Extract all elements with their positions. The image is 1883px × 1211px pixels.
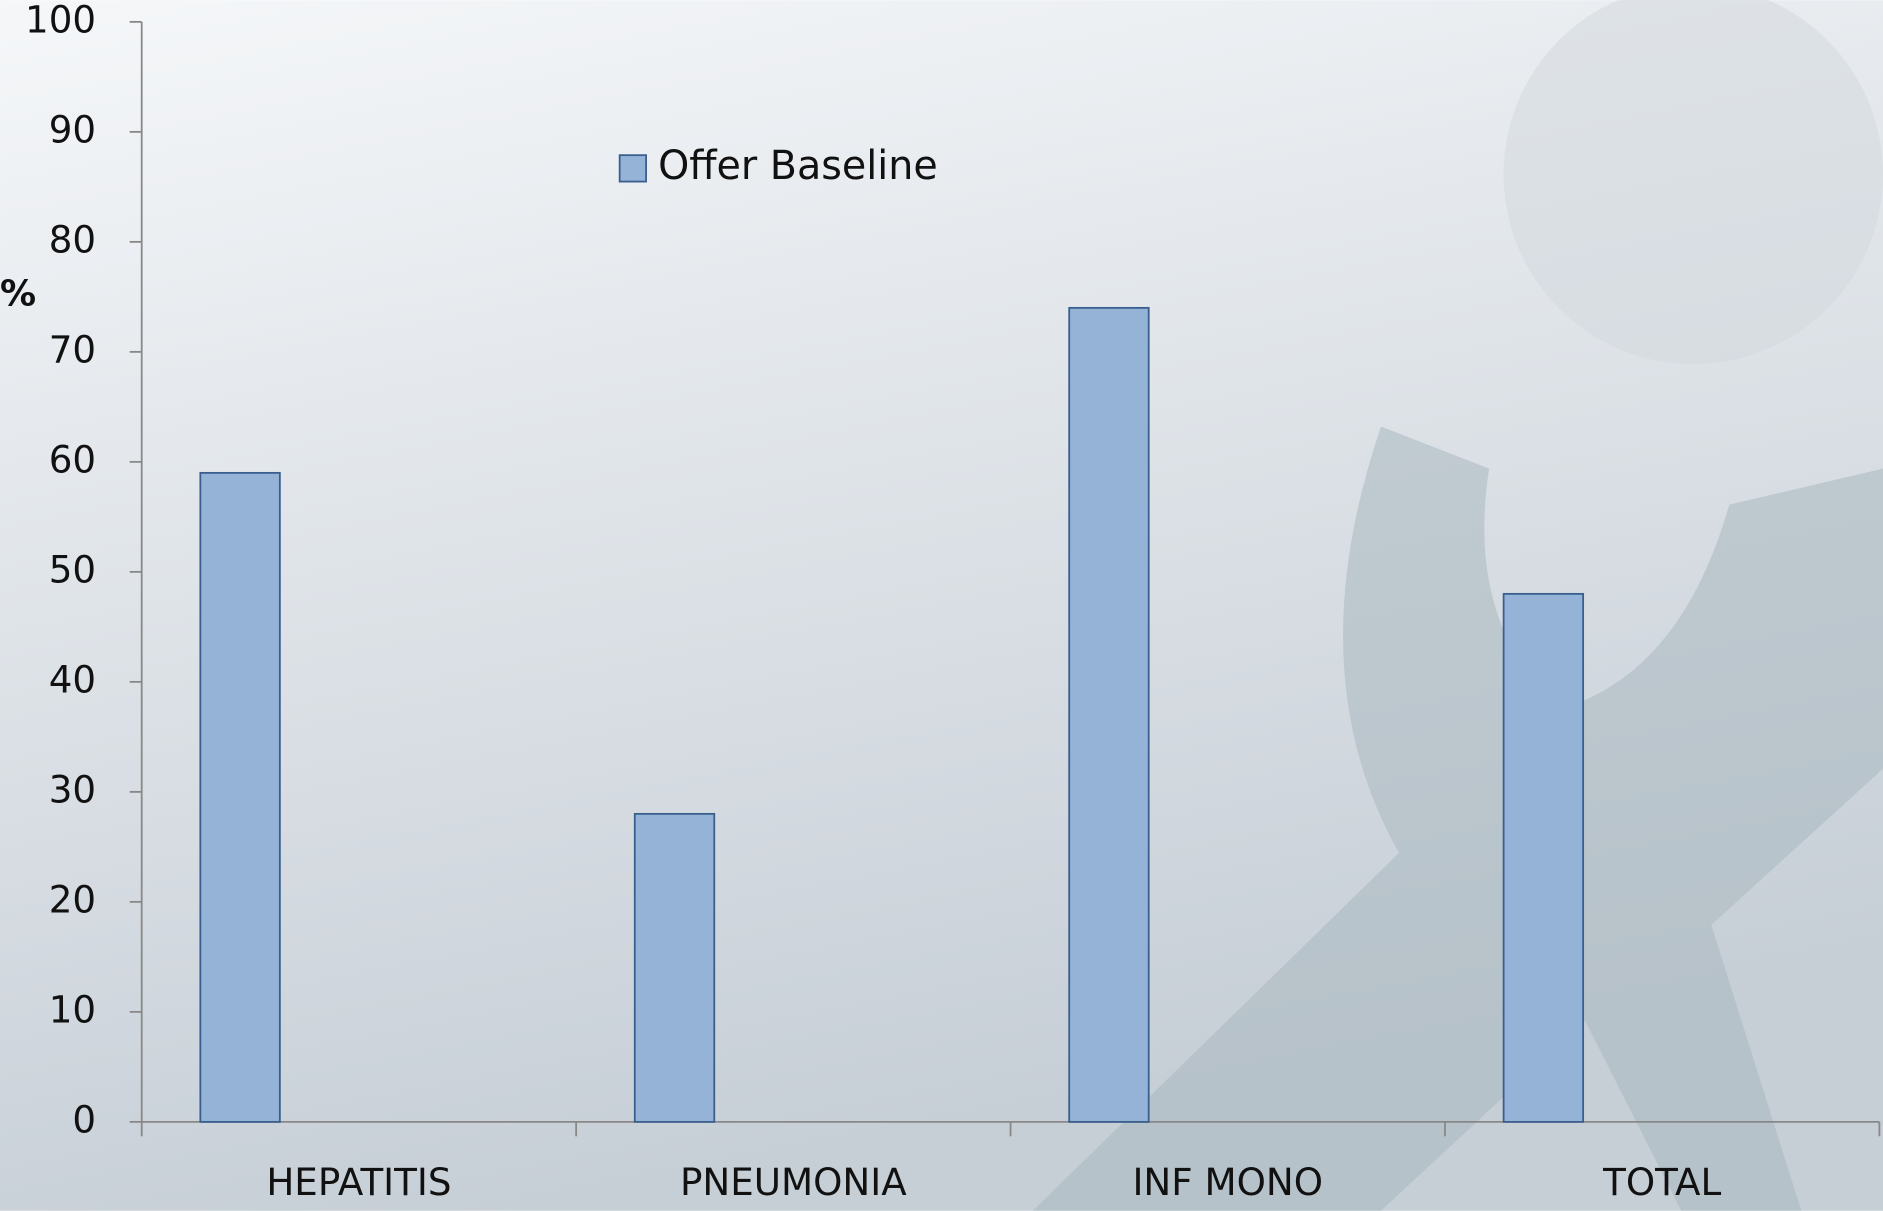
y-tick-label: 10 (49, 987, 96, 1031)
bar (1068, 306, 1150, 1123)
y-tick-label: 80 (49, 217, 96, 261)
x-tick-label: PNEUMONIA (680, 1160, 907, 1204)
y-tick-label: 20 (49, 877, 96, 921)
x-tick-label: INF MONO (1132, 1160, 1323, 1204)
bar (633, 812, 716, 1123)
y-tick-label: 90 (49, 107, 96, 151)
y-tick-label: 70 (49, 327, 96, 371)
x-tick-label: TOTAL (1602, 1160, 1721, 1204)
y-tick-label: 0 (72, 1097, 96, 1141)
decoration (1032, 0, 1883, 1211)
legend-label: Offer Baseline (658, 143, 938, 189)
y-tick-label: 40 (49, 657, 96, 701)
y-axis-label: % (0, 274, 36, 315)
x-tick-label: HEPATITIS (266, 1160, 451, 1204)
y-tick-label: 30 (49, 767, 96, 811)
bar (1502, 592, 1585, 1123)
y-tick-label: 100 (25, 0, 96, 41)
y-tick-label: 50 (49, 547, 96, 591)
legend-swatch (618, 154, 647, 183)
y-tick-label: 60 (49, 437, 96, 481)
bar (199, 471, 281, 1123)
